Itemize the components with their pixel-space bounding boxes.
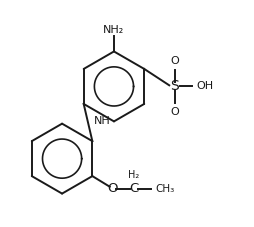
Text: CH₃: CH₃ (155, 183, 174, 193)
Text: O: O (170, 107, 179, 117)
Text: NH₂: NH₂ (103, 25, 124, 35)
Text: C: C (129, 182, 138, 195)
Text: S: S (170, 79, 179, 94)
Text: O: O (107, 182, 117, 195)
Text: O: O (170, 56, 179, 66)
Text: H₂: H₂ (128, 170, 139, 180)
Text: NH: NH (93, 116, 110, 126)
Text: OH: OH (196, 81, 213, 91)
